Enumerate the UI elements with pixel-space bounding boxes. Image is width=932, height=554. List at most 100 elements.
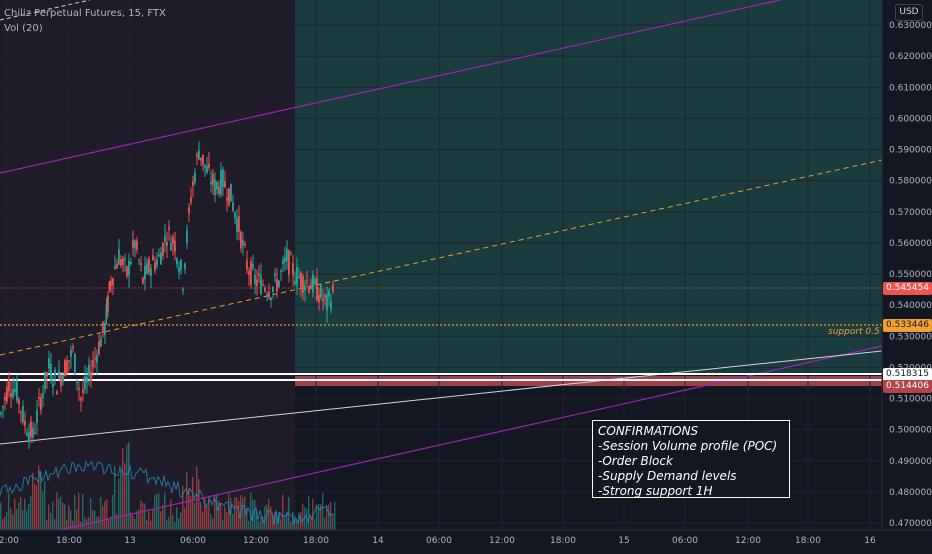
white-trend-line[interactable] — [0, 350, 883, 445]
candle-body — [224, 181, 226, 188]
top-left-dashed-line — [0, 0, 91, 21]
volume-bar — [92, 510, 94, 530]
candle-body — [192, 181, 194, 187]
volume-bar — [132, 515, 134, 530]
candle-body — [92, 360, 94, 367]
volume-bar — [194, 502, 196, 530]
candle-body — [310, 285, 312, 290]
volume-bar — [4, 516, 6, 530]
symbol-title[interactable]: Chiliz Perpetual Futures, 15, FTX — [4, 8, 166, 19]
volume-bar — [168, 516, 170, 530]
volume-bar — [82, 494, 84, 530]
volume-bar — [118, 478, 120, 530]
volume-bar — [32, 472, 34, 530]
candle-body — [56, 391, 58, 395]
volume-bar — [170, 499, 172, 530]
projection-target-zone[interactable] — [295, 0, 882, 375]
volume-bar — [110, 516, 112, 530]
candle-body — [132, 240, 134, 248]
volume-bar — [34, 483, 36, 530]
candle-body — [240, 231, 242, 249]
volume-bar — [120, 470, 122, 530]
volume-bar — [90, 498, 92, 530]
channel-mid-dashed-line[interactable] — [0, 159, 883, 356]
candle-body — [212, 173, 214, 186]
candle-body — [74, 353, 76, 375]
price-tick-label: 0.490000 — [889, 457, 932, 467]
price-tick-label: 0.480000 — [889, 488, 932, 498]
candle-body — [72, 346, 74, 349]
candle-body — [2, 406, 4, 408]
candle-body — [150, 268, 152, 276]
note-line: -Order Block — [598, 454, 673, 468]
volume-bar — [146, 519, 148, 530]
candle-body — [182, 289, 184, 291]
candle-body — [110, 280, 112, 287]
volume-bar — [28, 503, 30, 530]
candle-body — [96, 355, 98, 363]
candle-body — [46, 373, 48, 377]
volume-bar — [72, 520, 74, 530]
volume-bar — [124, 462, 126, 530]
volume-bar — [214, 495, 216, 530]
candle-body — [100, 338, 102, 347]
time-axis[interactable]: 12:00 18:00 13 06:00 12:00 18:00 14 06:00 12:00 1… — [0, 536, 876, 546]
volume-bar — [236, 497, 238, 530]
candle-body — [158, 254, 160, 257]
currency-button[interactable]: USD — [895, 4, 923, 21]
volume-bar — [40, 471, 42, 530]
support-label[interactable]: support 0.5 — [828, 327, 880, 337]
candle-body — [134, 240, 136, 249]
candle-body — [326, 294, 328, 311]
candle-body — [206, 166, 208, 174]
confirmations-note[interactable]: CONFIRMATIONS -Session Volume profile (P… — [592, 420, 790, 498]
time-tick-label: 18:00 — [56, 536, 82, 546]
volume-bar — [0, 502, 2, 530]
volume-bar — [334, 501, 336, 530]
volume-bar — [178, 517, 180, 530]
price-tick-label: 0.580000 — [889, 177, 932, 187]
volume-bar — [166, 520, 168, 530]
candle-body — [302, 276, 304, 293]
volume-bar — [46, 520, 48, 530]
candle-body — [16, 380, 18, 401]
volume-bar — [64, 504, 66, 530]
time-tick-label: 18:00 — [550, 536, 576, 546]
price-tick-label: 0.630000 — [889, 21, 932, 31]
candle-body — [34, 432, 36, 434]
volume-bar — [58, 498, 60, 530]
volume-bar — [332, 515, 334, 530]
volume-bar — [312, 498, 314, 530]
volume-bar — [60, 496, 62, 530]
price-tick-label: 0.570000 — [889, 208, 932, 218]
volume-bar — [280, 519, 282, 530]
candle-body — [296, 266, 298, 286]
candle-body — [152, 255, 154, 261]
volume-bar — [128, 442, 130, 530]
channel-lower-line[interactable] — [59, 345, 883, 531]
candle-body — [190, 197, 192, 203]
candle-body — [236, 217, 238, 232]
candle-body — [154, 262, 156, 271]
candle-body — [32, 427, 34, 438]
volume-bar — [252, 499, 254, 530]
volume-bar — [310, 516, 312, 530]
volume-bar — [188, 488, 190, 530]
volume-bar — [180, 512, 182, 530]
candle-body — [114, 266, 116, 269]
volume-bar — [242, 497, 244, 530]
volume-bar — [316, 504, 318, 530]
volume-bar — [160, 511, 162, 530]
volume-bar — [156, 493, 158, 530]
volume-indicator-title[interactable]: Vol (20) — [4, 23, 43, 34]
candle-body — [136, 240, 138, 250]
candle-body — [196, 154, 198, 157]
candle-body — [62, 374, 64, 383]
volume-bar — [320, 504, 322, 530]
candle-body — [90, 371, 92, 382]
channel-upper-line[interactable] — [0, 0, 781, 174]
candle-body — [218, 186, 220, 194]
volume-bar — [246, 508, 248, 530]
